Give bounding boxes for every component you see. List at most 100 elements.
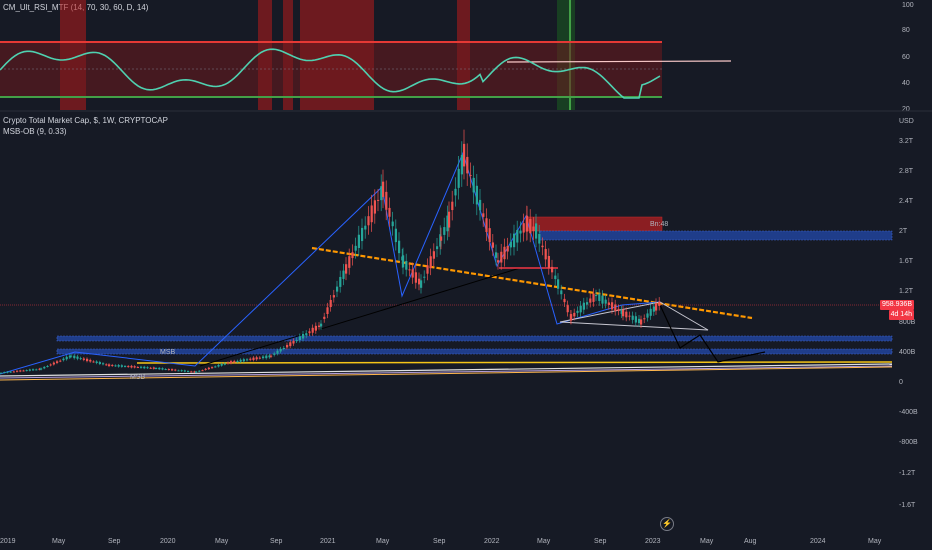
time-axis: 2019 May Sep 2020 May Sep 2021 May Sep 2022 May Sep… bbox=[0, 538, 882, 545]
candle-body bbox=[332, 295, 335, 298]
candle-body bbox=[329, 299, 332, 308]
candle-body bbox=[373, 200, 376, 214]
candle-body bbox=[183, 370, 186, 372]
rsi-panel: 100 80 60 40 20 bbox=[0, 0, 914, 113]
rsi-tick-label: 20 bbox=[902, 106, 910, 113]
candle-body bbox=[320, 323, 323, 327]
candle-body bbox=[448, 211, 451, 228]
candle-body bbox=[255, 357, 258, 360]
candle-body bbox=[114, 365, 117, 367]
trendline-upper-orange bbox=[311, 246, 753, 320]
candle-body bbox=[586, 302, 589, 305]
time-tick-label: May bbox=[700, 538, 714, 545]
candle-body bbox=[348, 256, 351, 268]
candle-body bbox=[436, 246, 439, 250]
candle-body bbox=[273, 353, 276, 355]
price-tick-label: 1.2T bbox=[899, 288, 914, 295]
candle-body bbox=[622, 309, 625, 317]
candle-body bbox=[289, 342, 292, 347]
candle-body bbox=[538, 233, 541, 244]
candle-body bbox=[230, 361, 233, 364]
candle-body bbox=[49, 364, 52, 366]
candle-body bbox=[589, 298, 592, 303]
candle-body bbox=[149, 367, 152, 369]
candle-body bbox=[295, 339, 298, 341]
candle-body bbox=[469, 174, 472, 176]
candle-body bbox=[242, 359, 245, 362]
candle-body bbox=[491, 242, 494, 248]
candle-body bbox=[607, 302, 610, 305]
time-tick-label: May bbox=[537, 538, 551, 545]
rsi-axis: 100 80 60 40 20 bbox=[902, 2, 914, 113]
candle-body bbox=[414, 272, 417, 283]
candle-body bbox=[342, 270, 345, 279]
candle-body bbox=[544, 248, 547, 260]
candle-body bbox=[620, 310, 623, 314]
candle-body bbox=[604, 299, 607, 304]
price-tick-label: 1.6T bbox=[899, 258, 914, 265]
order-block-red bbox=[525, 216, 663, 232]
candle-body bbox=[211, 367, 214, 369]
candle-body bbox=[62, 358, 65, 361]
candle-body bbox=[214, 366, 217, 368]
candle-body bbox=[201, 370, 204, 372]
candle-body bbox=[233, 361, 236, 363]
price-tick-label: -400B bbox=[899, 409, 918, 416]
lightning-icon[interactable]: ⚡ bbox=[660, 517, 674, 531]
candle-body bbox=[95, 361, 98, 364]
candle-body bbox=[411, 269, 414, 278]
candle-body bbox=[405, 261, 408, 270]
price-tick-label: 2.8T bbox=[899, 168, 914, 175]
candle-body bbox=[454, 188, 457, 196]
candle-body bbox=[298, 336, 301, 341]
candle-body bbox=[286, 344, 289, 348]
candle-body bbox=[388, 207, 391, 217]
candle-body bbox=[9, 371, 12, 373]
candle-body bbox=[311, 327, 314, 333]
price-tick-label: 0 bbox=[899, 379, 903, 386]
candle-body bbox=[466, 156, 469, 174]
candle-body bbox=[357, 234, 360, 248]
candle-body bbox=[127, 366, 130, 368]
candle-body bbox=[576, 310, 579, 313]
time-tick-label: Sep bbox=[270, 538, 283, 545]
candle-body bbox=[345, 264, 348, 274]
candle-body bbox=[643, 318, 646, 320]
candle-body bbox=[364, 225, 367, 230]
black-trendline bbox=[199, 267, 521, 367]
candle-body bbox=[554, 275, 557, 280]
candle-body bbox=[32, 369, 35, 371]
candle-body bbox=[59, 360, 62, 362]
time-tick-label: May bbox=[376, 538, 390, 545]
candle-body bbox=[198, 370, 201, 372]
candle-body bbox=[354, 245, 357, 251]
candle-body bbox=[446, 215, 449, 232]
time-tick-label: 2019 bbox=[0, 538, 16, 545]
candle-body bbox=[38, 368, 41, 370]
candle-body bbox=[573, 312, 576, 317]
candle-body bbox=[361, 227, 364, 242]
candle-body bbox=[460, 154, 463, 175]
candle-body bbox=[108, 364, 111, 367]
time-tick-label: 2020 bbox=[160, 538, 176, 545]
candle-body bbox=[402, 255, 405, 268]
candle-body bbox=[398, 240, 401, 254]
candle-body bbox=[3, 372, 6, 374]
candle-body bbox=[0, 372, 3, 374]
candle-body bbox=[423, 276, 426, 278]
candle-body bbox=[265, 355, 268, 359]
candle-body bbox=[560, 290, 563, 295]
candle-body bbox=[302, 333, 305, 339]
candle-body bbox=[592, 293, 595, 302]
long-trendline-orange bbox=[0, 366, 893, 381]
candle-body bbox=[367, 216, 370, 226]
candle-body bbox=[598, 294, 601, 301]
order-block-blue-mid bbox=[56, 335, 893, 342]
candle-body bbox=[394, 228, 397, 243]
candle-body bbox=[76, 356, 79, 359]
candle-body bbox=[276, 350, 279, 354]
candle-body bbox=[509, 241, 512, 248]
candle-body bbox=[308, 331, 311, 334]
candle-body bbox=[408, 269, 411, 271]
